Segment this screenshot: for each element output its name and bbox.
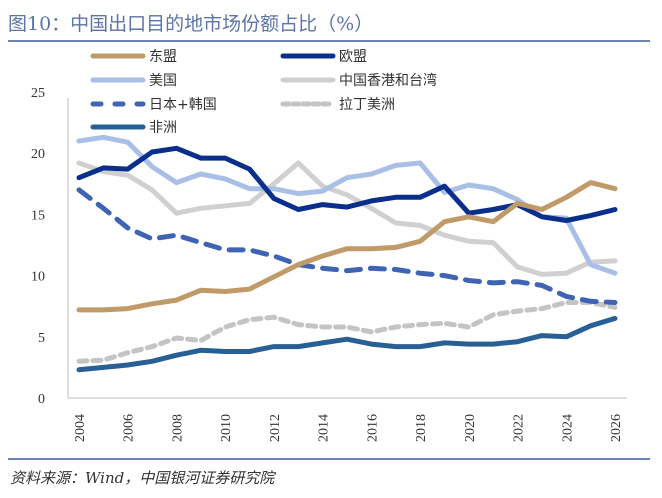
chart-title: 图10：中国出口目的地市场份额占比（%）: [8, 13, 374, 35]
x-tick-label: 2010: [219, 414, 234, 442]
series-line-0: [76, 180, 618, 313]
legend-item: 日本+韩国: [90, 97, 217, 113]
y-tick-label: 20: [31, 147, 45, 162]
x-tick-label: 2012: [268, 414, 283, 442]
y-tick-label: 25: [31, 86, 45, 101]
series-lines: [76, 134, 618, 373]
legend-label: 中国香港和台湾: [339, 72, 437, 89]
legend-label: 日本+韩国: [149, 97, 217, 113]
x-tick-label: 2014: [317, 414, 332, 442]
series-line-5: [76, 300, 618, 364]
y-tick-label: 0: [38, 392, 45, 407]
x-tick-label: 2008: [170, 414, 185, 442]
legend-label: 东盟: [149, 49, 177, 65]
x-tick-label: 2020: [463, 414, 478, 442]
series-line-3: [76, 160, 618, 277]
y-tick-label: 10: [31, 270, 45, 285]
x-tick-label: 2024: [560, 414, 575, 442]
x-tick-label: 2022: [512, 414, 527, 442]
source-note: 资料来源：Wind，中国银河证券研究院: [10, 469, 275, 487]
legend-label: 美国: [149, 73, 177, 89]
x-tick-label: 2004: [73, 414, 88, 442]
legend-label: 非洲: [149, 120, 177, 136]
x-tick-label: 2016: [365, 414, 380, 442]
series-line-1: [76, 145, 618, 223]
legend-label: 拉丁美洲: [339, 97, 395, 113]
title-divider: [8, 40, 650, 42]
series-line-6: [76, 315, 618, 373]
legend-item: 中国香港和台湾: [280, 72, 437, 89]
x-tick-label: 2026: [609, 414, 624, 442]
legend-item: 非洲: [90, 120, 177, 136]
legend-item: 美国: [90, 73, 177, 89]
legend-item: 欧盟: [280, 49, 367, 65]
y-tick-label: 15: [31, 208, 45, 223]
y-tick-label: 5: [38, 331, 45, 346]
legend-item: 拉丁美洲: [280, 97, 395, 113]
x-tick-label: 2018: [414, 414, 429, 442]
footer-divider: [8, 458, 650, 460]
series-line-4: [76, 187, 618, 305]
axes: 0 5 10 15 20 25 2004 2006 2008 2010 2012 2014 2016 20…: [31, 86, 627, 442]
legend-label: 欧盟: [339, 49, 367, 65]
legend-item: 东盟: [90, 49, 177, 65]
x-tick-label: 2006: [122, 414, 137, 442]
